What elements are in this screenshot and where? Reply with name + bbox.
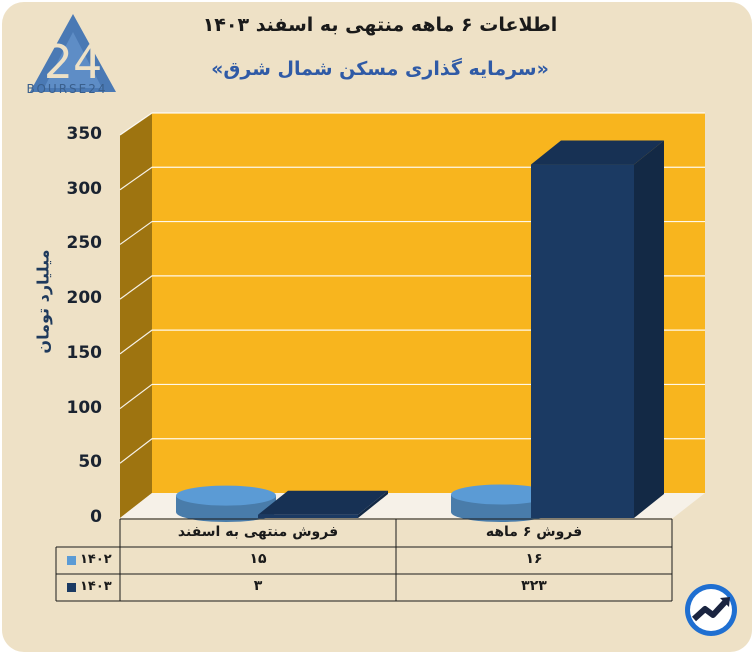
bar-1402-top [451, 484, 551, 505]
chart-title: اطلاعات ۶ ماهه منتهی به اسفند ۱۴۰۳ [202, 14, 558, 36]
y-tick-label: 300 [66, 178, 103, 199]
grid-line [119, 166, 705, 191]
bar-1403 [258, 490, 388, 518]
grid-line [119, 112, 705, 136]
bar-1403-front [531, 164, 634, 518]
bar-1403 [531, 140, 664, 518]
bar-1402 [176, 485, 276, 522]
y-tick-label: 50 [78, 452, 102, 473]
bar-1402-top [176, 485, 276, 506]
y-tick-label: 250 [66, 233, 103, 254]
trend-up-badge-icon [685, 584, 737, 636]
plot-side-wall [120, 113, 152, 518]
bar-1403-top [531, 140, 664, 165]
category-label: فروش ۶ ماهه [485, 524, 583, 540]
bars [176, 140, 664, 522]
bar-1403-side [634, 140, 664, 518]
bar-1402 [451, 484, 551, 522]
y-tick-label: 350 [66, 124, 103, 144]
category-label: فروش منتهی به اسفند [177, 524, 339, 540]
grid-line [119, 329, 705, 355]
data-label: ۳۲۳ [521, 578, 547, 594]
data-label: ۳ [253, 578, 263, 594]
y-tick-label: 100 [66, 397, 103, 418]
data-label: ۱۶ [525, 551, 543, 567]
bar-1403-side [358, 490, 388, 518]
y-tick-label: 0 [90, 507, 102, 527]
y-tick-label: 150 [66, 342, 103, 363]
grid-line [119, 438, 705, 464]
legend-label: ۱۴۰۳ [80, 579, 112, 594]
chart-subtitle: «سرمایه گذاری مسکن شمال شرق» [211, 58, 549, 80]
bar-1403-top [258, 490, 388, 515]
legend-swatch [67, 583, 76, 592]
grid-line [119, 220, 705, 245]
bar-1403-front [258, 514, 358, 518]
legend-swatch [67, 556, 76, 565]
bourse24-logo-icon: 24 [30, 14, 116, 92]
legend-label: ۱۴۰۲ [80, 552, 112, 567]
svg-text:24: 24 [44, 35, 103, 89]
data-table-lines [55, 518, 673, 602]
grid-line [119, 275, 705, 300]
grid-line [119, 383, 705, 410]
y-tick-label: 200 [66, 288, 103, 309]
logo-text: BOURSE24 [26, 82, 108, 96]
grid-lines [119, 112, 705, 464]
data-label: ۱۵ [249, 551, 267, 567]
